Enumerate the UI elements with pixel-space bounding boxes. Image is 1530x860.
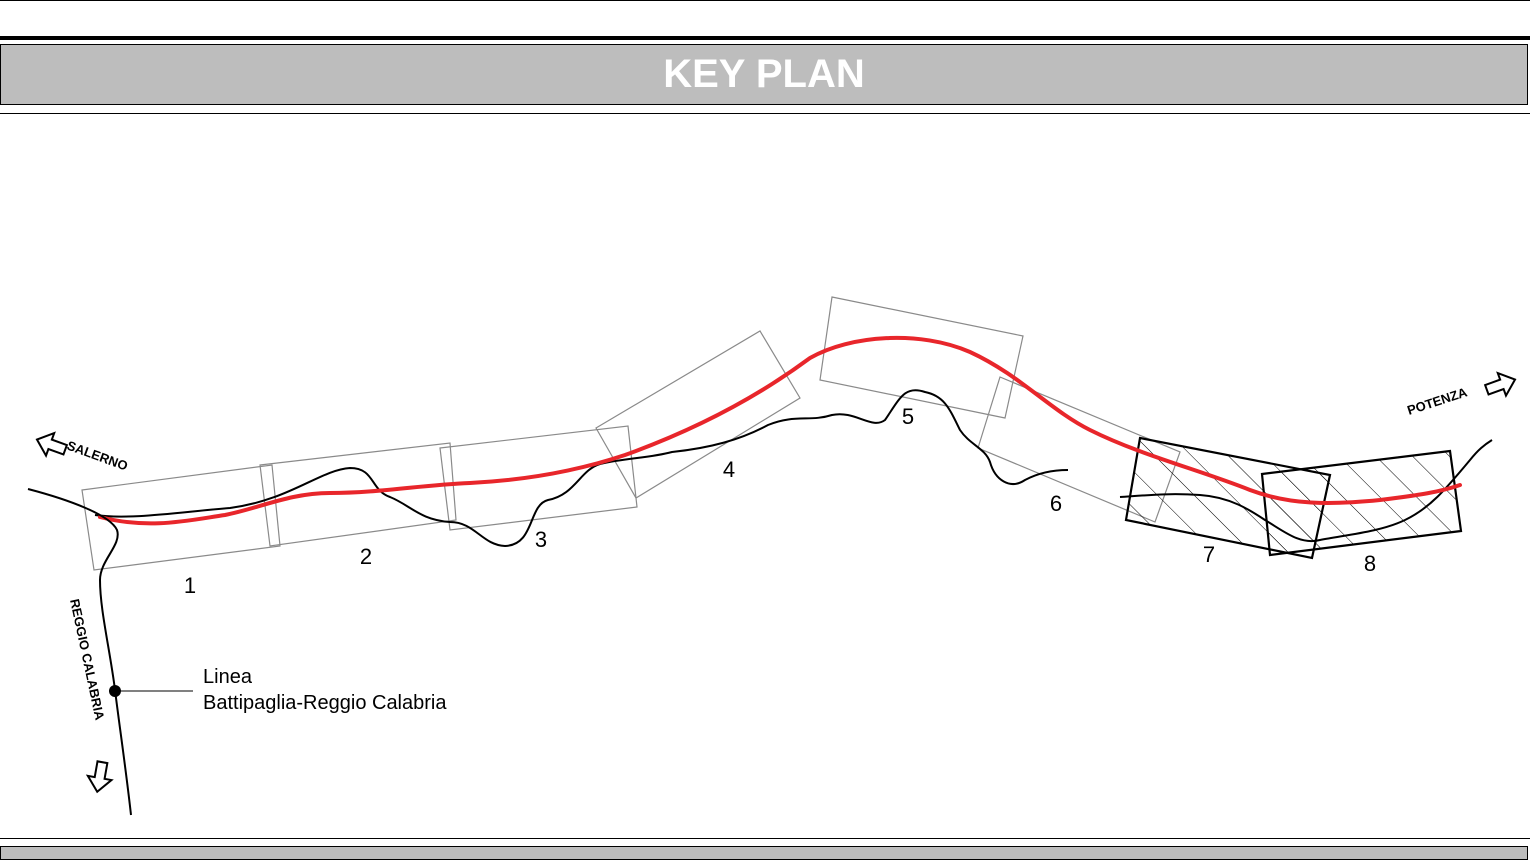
top-thick-rule xyxy=(0,36,1530,40)
salerno-direction: SALERNO xyxy=(35,431,130,474)
potenza-arrow-icon xyxy=(1483,371,1517,398)
page-title: KEY PLAN xyxy=(663,52,865,96)
sheet-label-8: 8 xyxy=(1364,551,1376,576)
sheet-frame-1[interactable] xyxy=(81,464,281,571)
title-band: KEY PLAN xyxy=(0,44,1528,105)
title-underline xyxy=(0,113,1530,114)
sheet-label-4: 4 xyxy=(723,457,735,482)
reggio-label: REGGIO CALABRIA xyxy=(67,598,107,723)
sheet-frame-4[interactable] xyxy=(595,330,801,499)
river-line-east xyxy=(1119,439,1493,543)
sheet-label-6: 6 xyxy=(1050,491,1062,516)
railway-line xyxy=(27,488,132,816)
legend-line-label: Linea xyxy=(203,666,253,688)
sheet-label-5: 5 xyxy=(902,404,914,429)
salerno-label: SALERNO xyxy=(65,438,130,474)
bottom-rule xyxy=(0,838,1530,839)
sheet-label-3: 3 xyxy=(535,527,547,552)
bottom-band xyxy=(0,846,1528,860)
reggio-direction: REGGIO CALABRIA xyxy=(67,598,114,794)
potenza-direction: POTENZA xyxy=(1405,371,1517,418)
top-border-line xyxy=(0,0,1530,1)
railway-station-marker xyxy=(109,685,121,697)
sheet-frame-3[interactable] xyxy=(439,425,638,531)
legend-route-name: Battipaglia-Reggio Calabria xyxy=(203,692,447,714)
sheet-label-7: 7 xyxy=(1203,542,1215,567)
potenza-label: POTENZA xyxy=(1405,384,1469,418)
sheet-frame-2[interactable] xyxy=(259,442,457,547)
sheet-label-2: 2 xyxy=(360,544,372,569)
reggio-arrow-icon xyxy=(85,760,114,794)
river-line xyxy=(94,389,1069,547)
project-route xyxy=(98,335,1462,526)
sheet-label-1: 1 xyxy=(184,573,196,598)
salerno-arrow-icon xyxy=(35,431,69,458)
